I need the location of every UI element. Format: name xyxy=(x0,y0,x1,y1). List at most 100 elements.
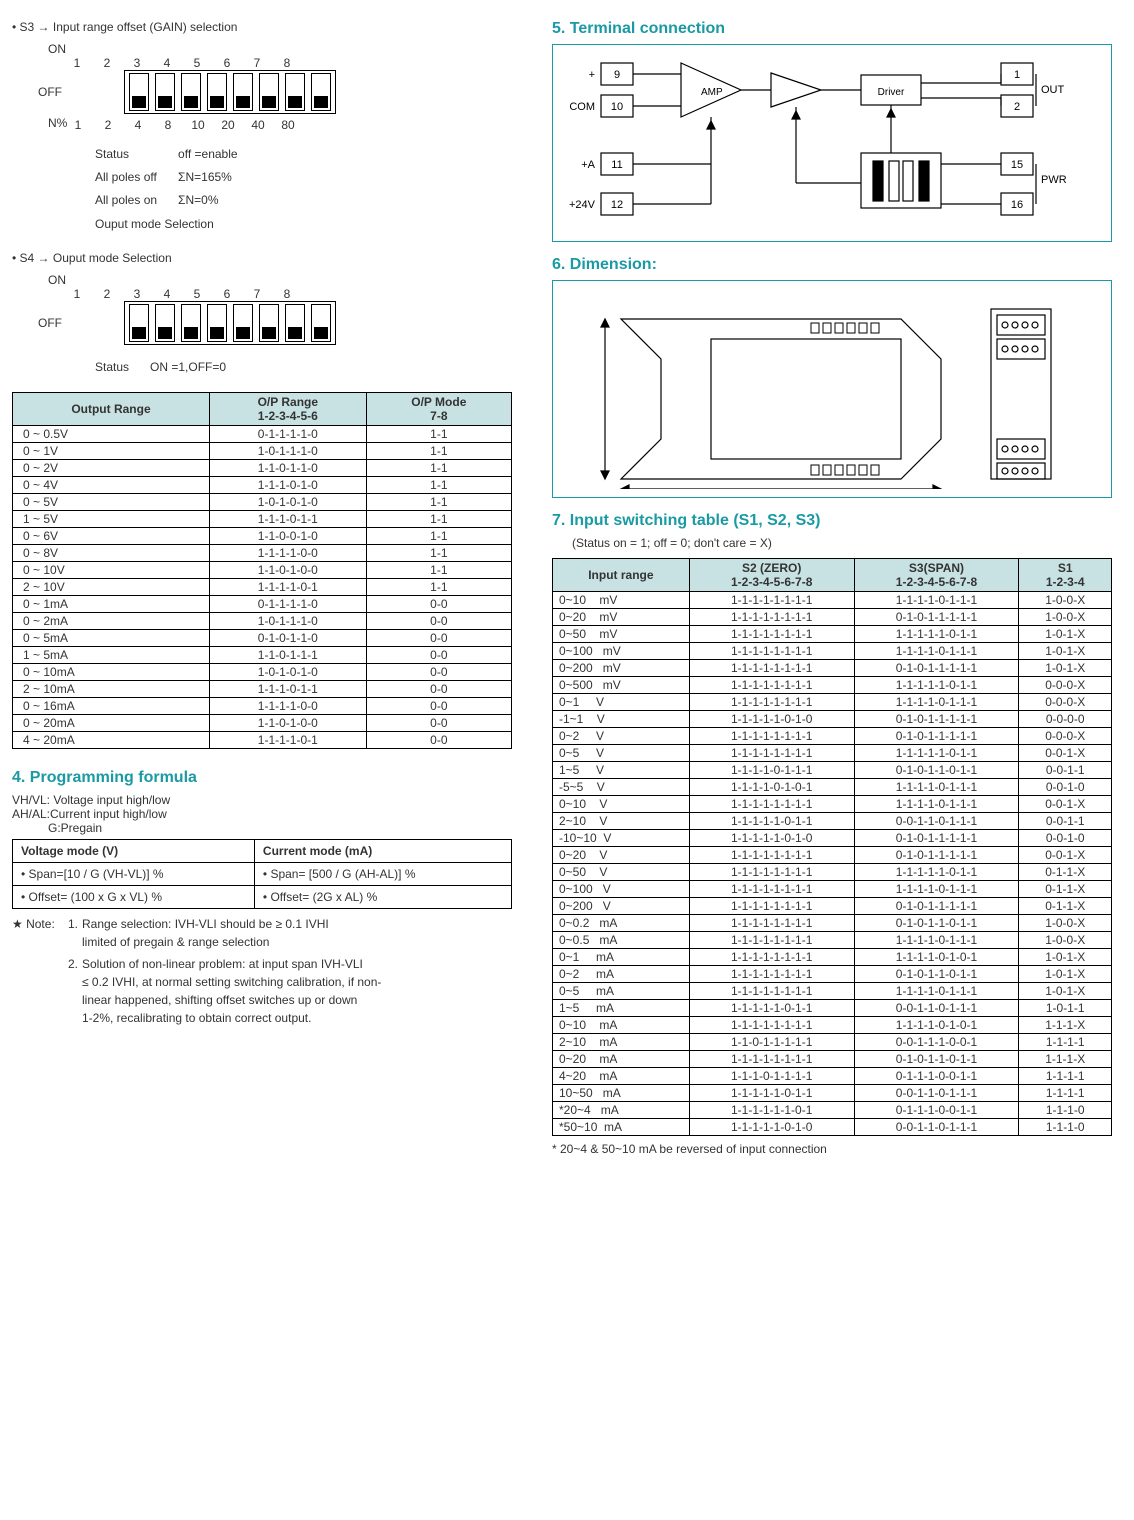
table-row: 4 ~ 20mA1-1-1-1-0-10-0 xyxy=(13,731,512,748)
formula-line1: VH/VL: Voltage input high/low xyxy=(12,793,512,807)
svg-text:9: 9 xyxy=(614,69,620,81)
table-header: O/P Mode 7-8 xyxy=(366,392,511,425)
table-row: 0~200 V1-1-1-1-1-1-1-10-1-0-1-1-1-1-10-1… xyxy=(553,898,1112,915)
table-row: 2~10 V1-1-1-1-1-0-1-10-0-1-1-0-1-1-10-0-… xyxy=(553,813,1112,830)
table-row: 0~2 V1-1-1-1-1-1-1-10-1-0-1-1-1-1-10-0-0… xyxy=(553,728,1112,745)
table-row: 0 ~ 6V1-1-0-0-1-01-1 xyxy=(13,527,512,544)
note-star: ★ Note: xyxy=(12,915,68,951)
dimension-box xyxy=(552,280,1112,498)
dip-switch xyxy=(181,304,201,342)
dip-switch xyxy=(259,73,279,111)
table-row: 0~5 mA1-1-1-1-1-1-1-11-1-1-1-0-1-1-11-0-… xyxy=(553,983,1112,1000)
table-row: 4~20 mA1-1-1-0-1-1-1-10-1-1-1-0-0-1-11-1… xyxy=(553,1068,1112,1085)
table-row: 0~50 mV1-1-1-1-1-1-1-11-1-1-1-1-0-1-11-0… xyxy=(553,626,1112,643)
s3-output-mode: Ouput mode Selection xyxy=(94,214,256,235)
table-row: *20~4 mA1-1-1-1-1-1-0-10-1-1-1-0-0-1-11-… xyxy=(553,1102,1112,1119)
table-row: 1 ~ 5mA1-1-0-1-1-10-0 xyxy=(13,646,512,663)
table-row: -1~1 V1-1-1-1-1-0-1-00-1-0-1-1-1-1-10-0-… xyxy=(553,711,1112,728)
note2-text: Solution of non-linear problem: at input… xyxy=(82,955,381,1027)
note2-label: 2. xyxy=(68,955,82,1027)
s3-n-label: N% xyxy=(48,116,70,132)
table-row: 0 ~ 2V1-1-0-1-1-01-1 xyxy=(13,459,512,476)
formula-line2: AH/AL:Current input high/low xyxy=(12,807,512,821)
svg-text:+24V: +24V xyxy=(569,199,596,211)
table-row: 0~200 mV1-1-1-1-1-1-1-10-1-0-1-1-1-1-11-… xyxy=(553,660,1112,677)
table-row: 0~500 mV1-1-1-1-1-1-1-11-1-1-1-1-0-1-10-… xyxy=(553,677,1112,694)
dip-switch xyxy=(155,73,175,111)
dip-switch xyxy=(233,304,253,342)
table-header: O/P Range 1-2-3-4-5-6 xyxy=(209,392,366,425)
s3-on-label: ON xyxy=(48,42,512,56)
s3-polesoff-label: All poles off xyxy=(94,167,175,188)
table-row: 0~0.2 mA1-1-1-1-1-1-1-10-1-0-1-1-0-1-11-… xyxy=(553,915,1112,932)
formula-line3: G:Pregain xyxy=(48,821,512,835)
s3-status-value: off =enable xyxy=(177,144,256,165)
table-row: 0~0.5 mA1-1-1-1-1-1-1-11-1-1-1-0-1-1-11-… xyxy=(553,932,1112,949)
s4-status: Status ON =1,OFF=0 xyxy=(92,355,512,380)
left-column: • S3 → Input range offset (GAIN) selecti… xyxy=(12,12,512,1156)
section7-title: 7. Input switching table (S1, S2, S3) xyxy=(552,512,1112,530)
dip-switch xyxy=(259,304,279,342)
dip-switch xyxy=(129,304,149,342)
output-range-table: Output RangeO/P Range 1-2-3-4-5-6O/P Mod… xyxy=(12,392,512,749)
table-row: • Span=[10 / G (VH-VL)] %• Span= [500 / … xyxy=(13,862,512,885)
table-row: -5~5 V1-1-1-1-0-1-0-11-1-1-1-0-1-1-10-0-… xyxy=(553,779,1112,796)
table-row: 0~10 mA1-1-1-1-1-1-1-11-1-1-1-0-1-0-11-1… xyxy=(553,1017,1112,1034)
switching-table: Input rangeS2 (ZERO) 1-2-3-4-5-6-7-8S3(S… xyxy=(552,558,1112,1136)
s4-dip: ON 12345678 OFF xyxy=(12,273,512,345)
table-row: 0~10 V1-1-1-1-1-1-1-11-1-1-1-0-1-1-10-0-… xyxy=(553,796,1112,813)
table-row: 1 ~ 5V1-1-1-0-1-11-1 xyxy=(13,510,512,527)
s3-polesoff-value: ΣN=165% xyxy=(177,167,256,188)
table-row: 0 ~ 4V1-1-1-0-1-01-1 xyxy=(13,476,512,493)
section7-subtitle: (Status on = 1; off = 0; don't care = X) xyxy=(572,536,1112,550)
s3-dip: ON 12345678 OFF N% 124810204080 xyxy=(12,42,512,132)
table-row: -10~10 V1-1-1-1-1-0-1-00-1-0-1-1-1-1-10-… xyxy=(553,830,1112,847)
table-header: S3(SPAN) 1-2-3-4-5-6-7-8 xyxy=(854,559,1019,592)
dip-switch xyxy=(129,73,149,111)
section4-title: 4. Programming formula xyxy=(12,769,512,787)
table-row: 0 ~ 5V1-0-1-0-1-01-1 xyxy=(13,493,512,510)
svg-text:+: + xyxy=(589,69,595,81)
right-column: 5. Terminal connection 9 10 11 12 + COM … xyxy=(552,12,1112,1156)
svg-text:12: 12 xyxy=(611,199,623,211)
svg-text:11: 11 xyxy=(611,159,622,171)
dimension-diagram xyxy=(561,289,1081,489)
dip-switch xyxy=(311,304,331,342)
table-row: 0~5 V1-1-1-1-1-1-1-11-1-1-1-1-0-1-10-0-1… xyxy=(553,745,1112,762)
table-row: • Offset= (100 x G x VL) %• Offset= (2G … xyxy=(13,885,512,908)
svg-text:1: 1 xyxy=(1014,69,1020,81)
table-row: 10~50 mA1-1-1-1-1-0-1-10-0-1-1-0-1-1-11-… xyxy=(553,1085,1112,1102)
svg-text:PWR: PWR xyxy=(1041,174,1067,186)
svg-text:16: 16 xyxy=(1011,199,1023,211)
svg-text:+A: +A xyxy=(581,159,595,171)
table-row: 0~1 V1-1-1-1-1-1-1-11-1-1-1-0-1-1-10-0-0… xyxy=(553,694,1112,711)
table-row: 0~20 mA1-1-1-1-1-1-1-10-1-0-1-1-0-1-11-1… xyxy=(553,1051,1112,1068)
s3-poleson-label: All poles on xyxy=(94,190,175,211)
s3-off-label: OFF xyxy=(12,85,62,99)
s3-title: • S3 → Input range offset (GAIN) selecti… xyxy=(12,20,512,34)
note1-text: Range selection: IVH-VLI should be ≥ 0.1… xyxy=(82,915,329,951)
svg-text:10: 10 xyxy=(611,101,623,113)
s4-on-label: ON xyxy=(48,273,512,287)
dip-switch xyxy=(207,304,227,342)
table-row: 1~5 V1-1-1-1-0-1-1-10-1-0-1-1-0-1-10-0-1… xyxy=(553,762,1112,779)
svg-text:2: 2 xyxy=(1014,101,1020,113)
table-header: Voltage mode (V) xyxy=(13,839,255,862)
svg-text:15: 15 xyxy=(1011,159,1023,171)
table-row: 0 ~ 0.5V0-1-1-1-1-01-1 xyxy=(13,425,512,442)
table-header: Output Range xyxy=(13,392,210,425)
table-row: 0~20 V1-1-1-1-1-1-1-10-1-0-1-1-1-1-10-0-… xyxy=(553,847,1112,864)
table-header: Input range xyxy=(553,559,690,592)
dip-switch xyxy=(311,73,331,111)
table-header: S1 1-2-3-4 xyxy=(1019,559,1112,592)
svg-text:Driver: Driver xyxy=(878,87,905,98)
s4-status-label: Status xyxy=(94,357,147,378)
table-row: 0~2 mA1-1-1-1-1-1-1-10-1-0-1-1-0-1-11-0-… xyxy=(553,966,1112,983)
table-header: Current mode (mA) xyxy=(254,839,511,862)
table-row: *50~10 mA1-1-1-1-1-0-1-00-0-1-1-0-1-1-11… xyxy=(553,1119,1112,1136)
svg-text:COM: COM xyxy=(569,101,595,113)
table-row: 0 ~ 16mA1-1-1-1-0-00-0 xyxy=(13,697,512,714)
table-row: 0 ~ 20mA1-1-0-1-0-00-0 xyxy=(13,714,512,731)
table-row: 1~5 mA1-1-1-1-1-0-1-10-0-1-1-0-1-1-11-0-… xyxy=(553,1000,1112,1017)
table-row: 2~10 mA1-1-0-1-1-1-1-10-0-1-1-1-0-0-11-1… xyxy=(553,1034,1112,1051)
